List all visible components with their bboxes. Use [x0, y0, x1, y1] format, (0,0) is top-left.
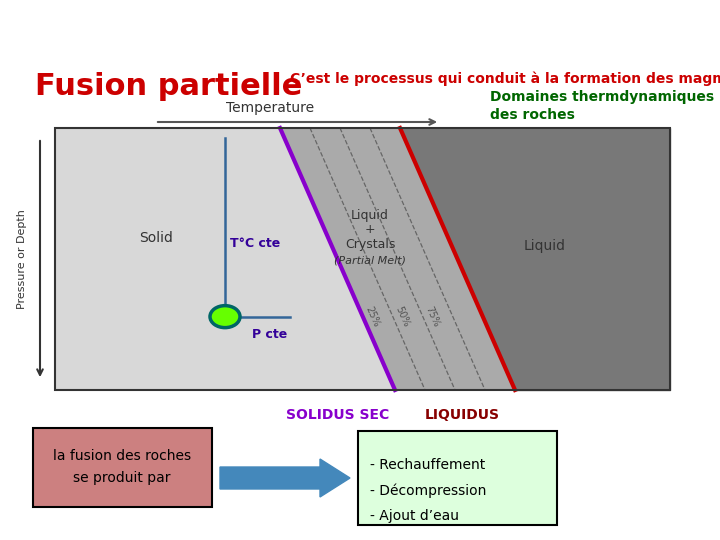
- Text: 25%: 25%: [364, 305, 382, 328]
- Text: Solid: Solid: [139, 231, 174, 245]
- Polygon shape: [55, 128, 395, 390]
- Text: Crystals: Crystals: [345, 238, 395, 251]
- Text: C’est le processus qui conduit à la formation des magmas: C’est le processus qui conduit à la form…: [290, 72, 720, 86]
- Text: (Partial Melt): (Partial Melt): [334, 255, 406, 266]
- FancyBboxPatch shape: [33, 428, 212, 507]
- Text: Temperature: Temperature: [226, 101, 314, 115]
- Text: Pressure or Depth: Pressure or Depth: [17, 209, 27, 309]
- Bar: [55, 128, 670, 390]
- Text: Fusion partielle: Fusion partielle: [35, 72, 302, 101]
- Text: 50%: 50%: [394, 305, 411, 328]
- FancyBboxPatch shape: [358, 431, 557, 525]
- Ellipse shape: [210, 306, 240, 328]
- Text: Domaines thermdynamiques
des roches: Domaines thermdynamiques des roches: [490, 90, 714, 123]
- Text: la fusion des roches
se produit par: la fusion des roches se produit par: [53, 449, 191, 485]
- Text: 75%: 75%: [423, 305, 441, 328]
- Text: SOLIDUS SEC: SOLIDUS SEC: [286, 408, 389, 422]
- Polygon shape: [400, 128, 670, 390]
- Text: P cte: P cte: [253, 328, 287, 341]
- Text: LIQUIDUS: LIQUIDUS: [425, 408, 500, 422]
- Text: +: +: [365, 223, 375, 236]
- FancyArrow shape: [220, 459, 350, 497]
- Polygon shape: [280, 128, 515, 390]
- Text: - Rechauffement
- Décompression
- Ajout d’eau: - Rechauffement - Décompression - Ajout …: [370, 458, 487, 523]
- Text: Liquid: Liquid: [351, 209, 389, 222]
- Text: Liquid: Liquid: [524, 239, 566, 253]
- Text: T°C cte: T°C cte: [230, 237, 280, 250]
